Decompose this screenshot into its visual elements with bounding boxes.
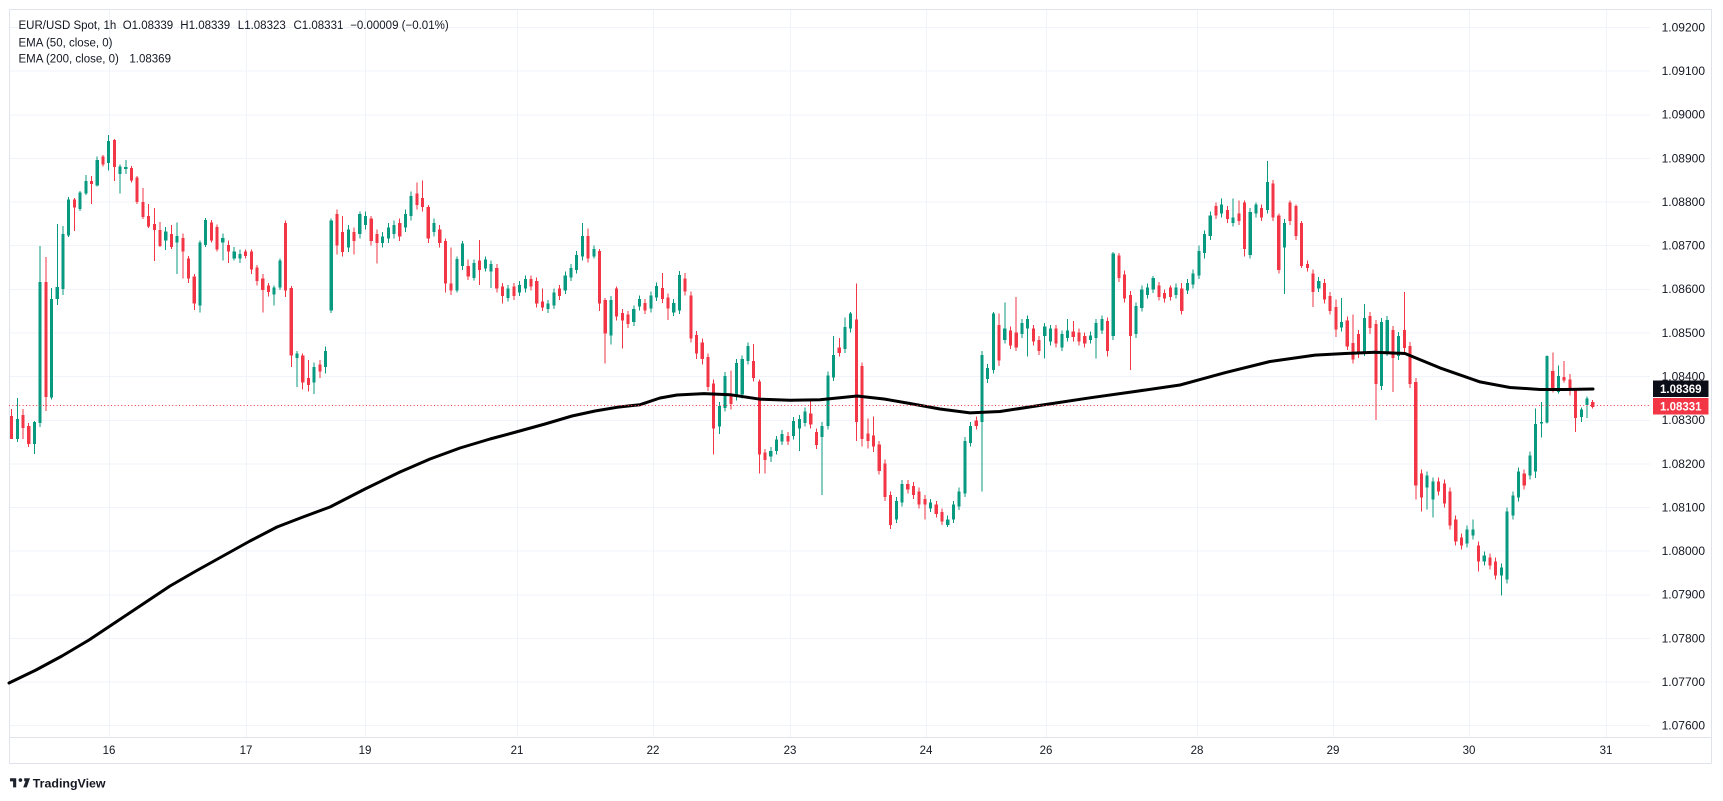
svg-text:16: 16 — [103, 745, 116, 757]
svg-text:1.09100: 1.09100 — [1662, 64, 1706, 78]
svg-text:1.08369: 1.08369 — [129, 54, 171, 66]
svg-text:EMA (50, close, 0): EMA (50, close, 0) — [19, 38, 113, 50]
svg-text:28: 28 — [1191, 745, 1204, 757]
svg-text:1.08100: 1.08100 — [1662, 500, 1706, 514]
svg-text:1.09000: 1.09000 — [1662, 108, 1706, 122]
svg-text:1.08900: 1.08900 — [1662, 151, 1706, 165]
svg-text:TradingView: TradingView — [33, 776, 106, 790]
svg-text:1.08700: 1.08700 — [1662, 239, 1706, 253]
svg-text:1.08369: 1.08369 — [1660, 384, 1702, 396]
svg-text:23: 23 — [784, 745, 797, 757]
svg-text:1.07800: 1.07800 — [1662, 631, 1706, 645]
svg-text:O1.08339: O1.08339 — [123, 20, 174, 32]
svg-text:21: 21 — [511, 745, 524, 757]
svg-text:26: 26 — [1040, 745, 1053, 757]
svg-text:1.08600: 1.08600 — [1662, 282, 1706, 296]
svg-text:1.09200: 1.09200 — [1662, 20, 1706, 34]
svg-text:EMA (200, close, 0): EMA (200, close, 0) — [19, 54, 120, 66]
svg-text:30: 30 — [1463, 745, 1476, 757]
svg-text:1.07700: 1.07700 — [1662, 675, 1706, 689]
svg-text:22: 22 — [647, 745, 660, 757]
svg-text:1.08331: 1.08331 — [1660, 401, 1702, 413]
svg-text:1.08200: 1.08200 — [1662, 457, 1706, 471]
svg-text:1.07600: 1.07600 — [1662, 719, 1706, 733]
svg-text:EUR/USD Spot, 1h: EUR/USD Spot, 1h — [19, 20, 117, 32]
svg-text:1.08800: 1.08800 — [1662, 195, 1706, 209]
svg-text:−0.00009 (−0.01%): −0.00009 (−0.01%) — [350, 20, 449, 32]
svg-text:1.08000: 1.08000 — [1662, 544, 1706, 558]
svg-text:1.08300: 1.08300 — [1662, 413, 1706, 427]
svg-text:L1.08323: L1.08323 — [238, 20, 286, 32]
svg-text:29: 29 — [1327, 745, 1340, 757]
svg-text:17: 17 — [240, 745, 253, 757]
svg-text:1.08400: 1.08400 — [1662, 370, 1706, 384]
svg-text:C1.08331: C1.08331 — [294, 20, 344, 32]
svg-text:1.07900: 1.07900 — [1662, 588, 1706, 602]
svg-text:24: 24 — [920, 745, 933, 757]
svg-text:H1.08339: H1.08339 — [180, 20, 230, 32]
svg-text:31: 31 — [1600, 745, 1613, 757]
svg-text:19: 19 — [359, 745, 372, 757]
svg-text:1.08500: 1.08500 — [1662, 326, 1706, 340]
